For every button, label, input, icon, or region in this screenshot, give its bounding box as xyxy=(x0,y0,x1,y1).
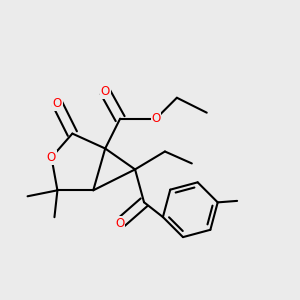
Text: O: O xyxy=(53,97,62,110)
Text: O: O xyxy=(100,85,110,98)
Text: O: O xyxy=(47,151,56,164)
Text: O: O xyxy=(116,217,125,230)
Text: O: O xyxy=(151,112,160,125)
